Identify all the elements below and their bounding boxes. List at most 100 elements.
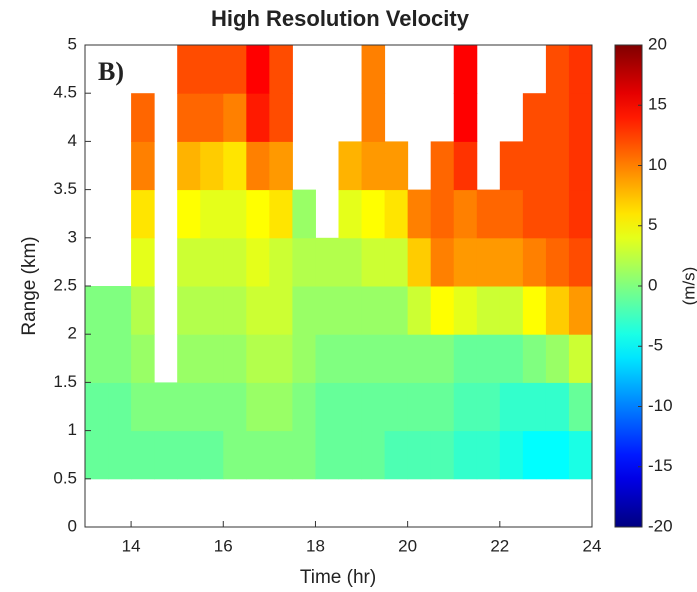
heatmap-cell xyxy=(384,334,409,383)
panel-label: B) xyxy=(98,57,124,86)
heatmap-cell xyxy=(430,141,455,191)
heatmap-cell xyxy=(338,430,363,480)
heatmap-cell xyxy=(476,286,501,335)
heatmap-cell xyxy=(200,286,224,335)
heatmap-cell xyxy=(108,430,132,480)
heatmap-cell xyxy=(453,45,478,94)
heatmap-cell xyxy=(269,189,293,239)
y-tick-label: 3.5 xyxy=(53,179,77,198)
heatmap-cell xyxy=(269,45,293,94)
x-tick-label: 14 xyxy=(122,536,141,555)
colorbar-tick-label: 20 xyxy=(648,34,667,53)
heatmap-cell xyxy=(545,189,570,239)
heatmap-cell xyxy=(246,189,270,239)
heatmap-cell xyxy=(407,382,432,432)
x-axis-label: Time (hr) xyxy=(300,567,376,588)
heatmap-cell xyxy=(430,382,455,432)
heatmap-cell xyxy=(430,237,455,287)
heatmap-cell xyxy=(108,382,132,432)
heatmap-cell xyxy=(223,430,247,480)
chart-title: High Resolution Velocity xyxy=(211,6,470,31)
y-axis-label: Range (km) xyxy=(19,236,40,335)
heatmap-cell xyxy=(223,45,247,94)
heatmap-cell xyxy=(545,382,570,432)
heatmap-cell xyxy=(545,430,570,480)
heatmap-cell xyxy=(499,141,524,191)
heatmap-cell xyxy=(223,334,247,383)
heatmap-cell xyxy=(476,382,501,432)
heatmap-cell xyxy=(476,430,501,480)
y-tick-label: 0 xyxy=(68,516,77,535)
heatmap-cell xyxy=(568,141,593,191)
heatmap-cell xyxy=(407,430,432,480)
heatmap-cell xyxy=(223,141,247,191)
x-tick-label: 24 xyxy=(583,536,602,555)
heatmap-cell xyxy=(338,286,363,335)
heatmap-cell xyxy=(338,334,363,383)
heatmap-cell xyxy=(292,237,316,287)
y-tick-label: 2.5 xyxy=(53,275,77,294)
heatmap-cell xyxy=(108,286,132,335)
heatmap-cell xyxy=(131,141,155,191)
colorbar-tick-label: 0 xyxy=(648,275,657,294)
colorbar xyxy=(614,44,643,528)
y-tick-label: 4 xyxy=(68,131,77,150)
heatmap-cell xyxy=(292,189,316,239)
heatmap-cell xyxy=(85,334,109,383)
heatmap-cell xyxy=(223,189,247,239)
heatmap-cell xyxy=(522,286,547,335)
heatmap-cell xyxy=(315,237,339,287)
heatmap-cell xyxy=(476,237,501,287)
y-tick-label: 2 xyxy=(68,324,77,343)
heatmap-cell xyxy=(85,430,109,480)
heatmap-cell xyxy=(177,93,201,142)
heatmap-cell xyxy=(338,382,363,432)
heatmap-cell xyxy=(315,430,339,480)
heatmap-cell xyxy=(177,141,201,191)
heatmap-cell xyxy=(108,334,132,383)
heatmap-cell xyxy=(545,334,570,383)
heatmap-cell xyxy=(407,286,432,335)
heatmap-cell xyxy=(177,382,201,432)
heatmap-cell xyxy=(269,93,293,142)
heatmap-cell xyxy=(154,382,178,432)
heatmap-cell xyxy=(545,237,570,287)
colorbar-tick-label: -5 xyxy=(648,336,663,355)
heatmap-cell xyxy=(177,189,201,239)
heatmap-cell xyxy=(453,93,478,142)
y-tick-label: 0.5 xyxy=(53,468,77,487)
heatmap-cell xyxy=(177,237,201,287)
colorbar-tick-label: -15 xyxy=(648,456,673,475)
heatmap-cell xyxy=(131,382,155,432)
heatmap-cell xyxy=(200,430,224,480)
heatmap-cell xyxy=(246,237,270,287)
heatmap-cell xyxy=(361,334,386,383)
y-tick-label: 1 xyxy=(68,420,77,439)
heatmap-cell xyxy=(177,286,201,335)
y-tick-label: 4.5 xyxy=(53,83,77,102)
heatmap-cell xyxy=(361,382,386,432)
heatmap-cell xyxy=(522,189,547,239)
heatmap-cell xyxy=(522,430,547,480)
heatmap-cell xyxy=(131,189,155,239)
heatmap-cell xyxy=(453,237,478,287)
heatmap-cell xyxy=(200,45,224,94)
heatmap-cell xyxy=(499,237,524,287)
heatmap-cell xyxy=(522,141,547,191)
heatmap-cell xyxy=(269,141,293,191)
heatmap-cell xyxy=(430,430,455,480)
heatmap-cell xyxy=(85,286,109,335)
heatmap-cell xyxy=(384,382,409,432)
heatmap-cell xyxy=(407,334,432,383)
x-tick-label: 22 xyxy=(490,536,509,555)
heatmap-cell xyxy=(223,382,247,432)
heatmap-cell xyxy=(200,93,224,142)
heatmap-cell xyxy=(568,189,593,239)
heatmap-cell xyxy=(453,189,478,239)
heatmap-cell xyxy=(430,334,455,383)
heatmap-cell xyxy=(177,334,201,383)
y-tick-label: 5 xyxy=(68,34,77,53)
heatmap-cell xyxy=(499,430,524,480)
heatmap-cell xyxy=(223,237,247,287)
